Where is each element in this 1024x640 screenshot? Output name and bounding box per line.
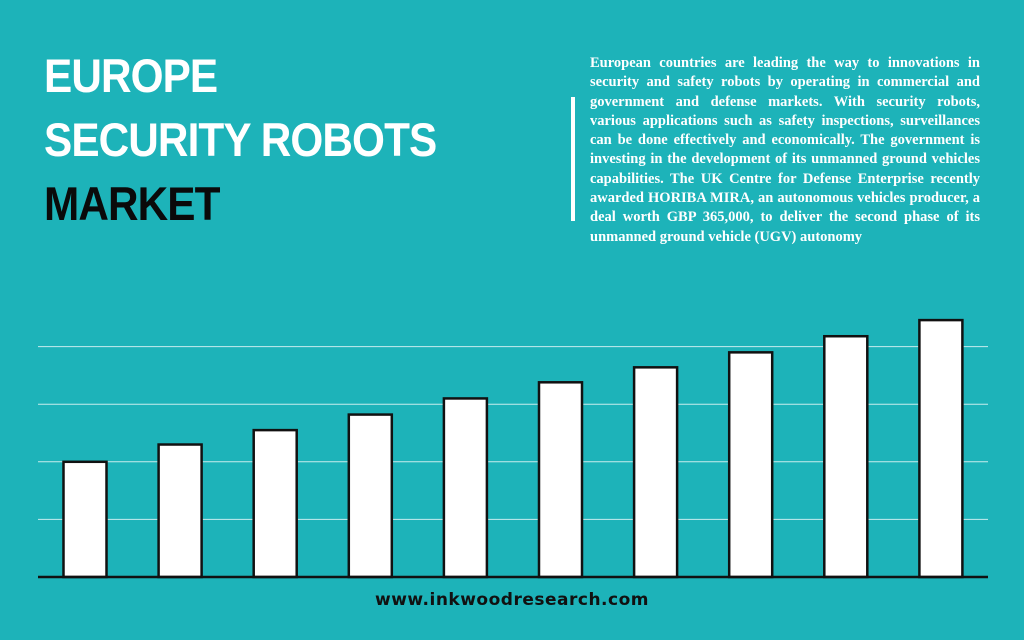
description-accent-bar [571, 97, 575, 221]
title-line-europe: EUROPE [44, 49, 218, 102]
bar-4 [347, 413, 394, 579]
bar-7 [632, 366, 679, 579]
bar-3 [252, 428, 298, 579]
title-block: EUROPE SECURITY ROBOTS MARKET [44, 44, 480, 236]
bar-9 [823, 334, 869, 579]
bar-8 [727, 351, 774, 579]
bar-2 [157, 443, 203, 579]
website-url: www.inkwoodresearch.com [375, 590, 649, 610]
title-line-market: MARKET [44, 177, 220, 230]
bar-5 [442, 397, 489, 579]
bar-10 [918, 318, 964, 579]
title-line-security-robots: SECURITY ROBOTS [44, 113, 437, 166]
description-text: European countries are leading the way t… [590, 55, 980, 245]
bar-1 [62, 460, 108, 579]
bar-6 [537, 381, 584, 579]
bar-layer [62, 318, 964, 579]
